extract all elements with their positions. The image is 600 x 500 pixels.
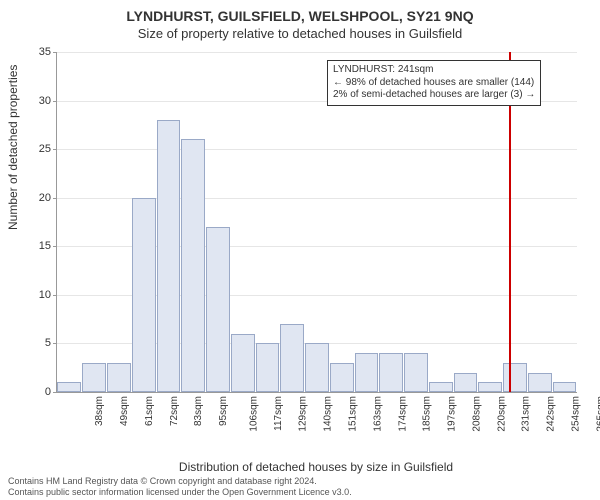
ytick-mark [53, 392, 57, 393]
xtick-label: 140sqm [323, 396, 334, 432]
histogram-bar [132, 198, 156, 392]
xtick-label: 117sqm [273, 396, 284, 431]
xtick-label: 151sqm [348, 396, 359, 432]
chart-container: LYNDHURST, GUILSFIELD, WELSHPOOL, SY21 9… [0, 0, 600, 500]
histogram-bar [231, 334, 255, 392]
histogram-bar [57, 382, 81, 392]
ytick-mark [53, 198, 57, 199]
xtick-label: 61sqm [144, 396, 155, 426]
ytick-label: 25 [21, 143, 51, 155]
xtick-label: 95sqm [218, 396, 229, 426]
histogram-bar [379, 353, 403, 392]
ytick-mark [53, 343, 57, 344]
xtick-label: 242sqm [546, 396, 557, 432]
histogram-bar [280, 324, 304, 392]
histogram-bar [305, 343, 329, 392]
ytick-mark [53, 52, 57, 53]
histogram-bar [181, 139, 205, 392]
histogram-bar [157, 120, 181, 392]
x-axis-label: Distribution of detached houses by size … [56, 460, 576, 474]
xtick-label: 83sqm [193, 396, 204, 426]
histogram-bar [478, 382, 502, 392]
xtick-label: 231sqm [521, 396, 532, 432]
xtick-label: 254sqm [570, 396, 581, 432]
ytick-label: 10 [21, 289, 51, 301]
ytick-label: 0 [21, 386, 51, 398]
xtick-label: 185sqm [422, 396, 433, 432]
ytick-mark [53, 295, 57, 296]
ytick-mark [53, 101, 57, 102]
ytick-mark [53, 149, 57, 150]
attribution: Contains HM Land Registry data © Crown c… [8, 476, 352, 498]
xtick-label: 220sqm [496, 396, 507, 432]
histogram-bar [82, 363, 106, 392]
xtick-label: 265sqm [595, 396, 600, 432]
attribution-line2: Contains public sector information licen… [8, 487, 352, 498]
xtick-label: 174sqm [397, 396, 408, 432]
attribution-line1: Contains HM Land Registry data © Crown c… [8, 476, 352, 487]
chart-inner: 05101520253035LYNDHURST: 241sqm← 98% of … [56, 52, 577, 393]
y-axis-label: Number of detached properties [6, 65, 20, 230]
plot-area: 05101520253035LYNDHURST: 241sqm← 98% of … [56, 52, 576, 417]
xtick-label: 72sqm [169, 396, 180, 426]
xtick-label: 106sqm [249, 396, 260, 432]
histogram-bar [355, 353, 379, 392]
histogram-bar [553, 382, 577, 392]
page-subtitle: Size of property relative to detached ho… [0, 26, 600, 41]
ytick-label: 20 [21, 192, 51, 204]
histogram-bar [454, 373, 478, 392]
histogram-bar [429, 382, 453, 392]
xtick-label: 163sqm [372, 396, 383, 432]
ytick-label: 15 [21, 240, 51, 252]
annotation-line2: ← 98% of detached houses are smaller (14… [333, 77, 535, 90]
annotation-line3: 2% of semi-detached houses are larger (3… [333, 89, 535, 102]
gridline [57, 149, 577, 150]
gridline [57, 52, 577, 53]
page-title: LYNDHURST, GUILSFIELD, WELSHPOOL, SY21 9… [0, 0, 600, 24]
histogram-bar [330, 363, 354, 392]
histogram-bar [528, 373, 552, 392]
histogram-bar [107, 363, 131, 392]
xtick-label: 49sqm [119, 396, 130, 426]
ytick-label: 35 [21, 46, 51, 58]
ytick-mark [53, 246, 57, 247]
xtick-label: 38sqm [94, 396, 105, 426]
xtick-label: 208sqm [471, 396, 482, 432]
histogram-bar [404, 353, 428, 392]
ytick-label: 30 [21, 95, 51, 107]
annotation-box: LYNDHURST: 241sqm← 98% of detached house… [327, 60, 541, 106]
ytick-label: 5 [21, 337, 51, 349]
xtick-label: 197sqm [447, 396, 458, 432]
histogram-bar [256, 343, 280, 392]
xtick-label: 129sqm [298, 396, 309, 432]
histogram-bar [206, 227, 230, 392]
histogram-bar [503, 363, 527, 392]
annotation-line1: LYNDHURST: 241sqm [333, 64, 535, 77]
